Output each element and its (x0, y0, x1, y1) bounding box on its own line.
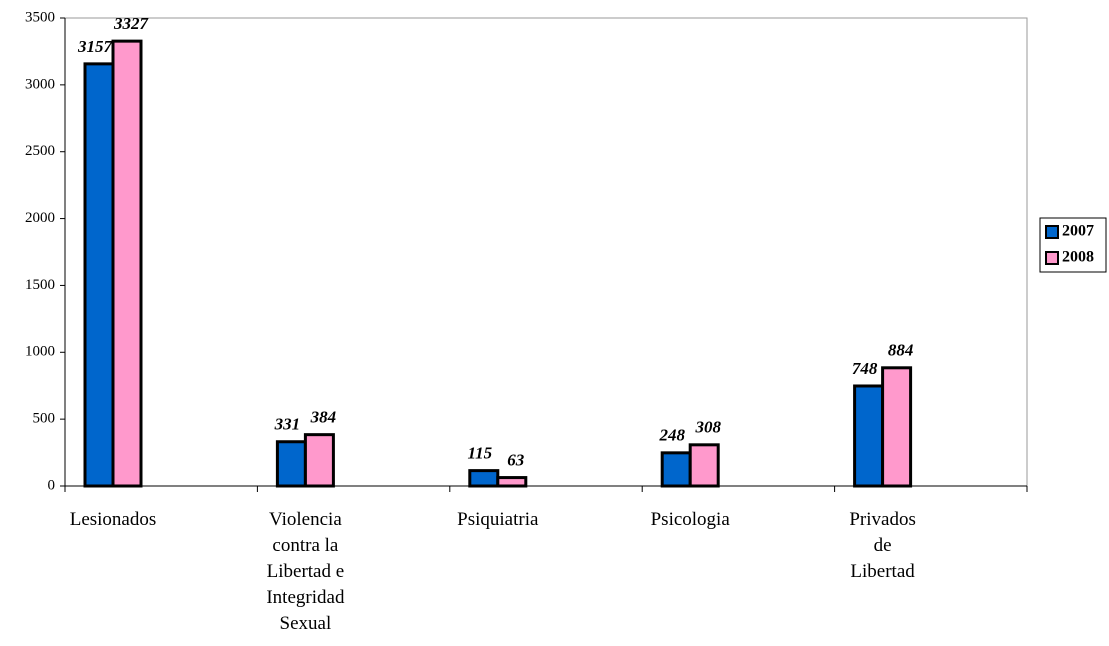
data-label: 248 (658, 426, 685, 445)
y-tick-label: 2000 (25, 210, 55, 226)
data-label: 331 (274, 415, 301, 434)
bar (303, 433, 335, 488)
y-tick-label: 500 (33, 411, 56, 427)
bar (111, 39, 143, 488)
bar (496, 476, 528, 488)
bar (853, 384, 885, 488)
legend-label: 2007 (1062, 223, 1094, 240)
data-label: 115 (468, 444, 493, 463)
bar (881, 366, 913, 488)
bar (468, 469, 500, 488)
y-tick-label: 1000 (25, 344, 55, 360)
x-tick-label: Psiquiatria (457, 509, 539, 530)
y-tick-label: 1500 (25, 277, 55, 293)
x-tick-label: Lesionados (70, 509, 157, 530)
x-tick-label: Violencia contra la Libertad e Integridad Se… (266, 509, 345, 634)
legend-label: 2008 (1062, 249, 1094, 266)
data-label: 3327 (113, 14, 150, 33)
bar (83, 62, 115, 488)
y-tick-label: 0 (48, 477, 56, 493)
bar (275, 440, 307, 488)
legend-swatch (1045, 225, 1059, 239)
y-tick-label: 3000 (25, 76, 55, 92)
legend-swatch (1045, 251, 1059, 265)
y-tick-label: 3500 (25, 9, 55, 25)
bar (660, 451, 692, 488)
y-tick-label: 2500 (25, 143, 55, 159)
bar (688, 443, 720, 488)
data-label: 308 (694, 418, 721, 437)
x-tick-label: Psicologia (651, 509, 731, 530)
data-label: 884 (888, 341, 914, 360)
data-label: 3157 (77, 37, 114, 56)
data-label: 384 (310, 408, 337, 427)
x-tick-label: Privados de Libertad (849, 509, 916, 582)
data-label: 748 (852, 359, 878, 378)
data-label: 63 (507, 450, 525, 469)
